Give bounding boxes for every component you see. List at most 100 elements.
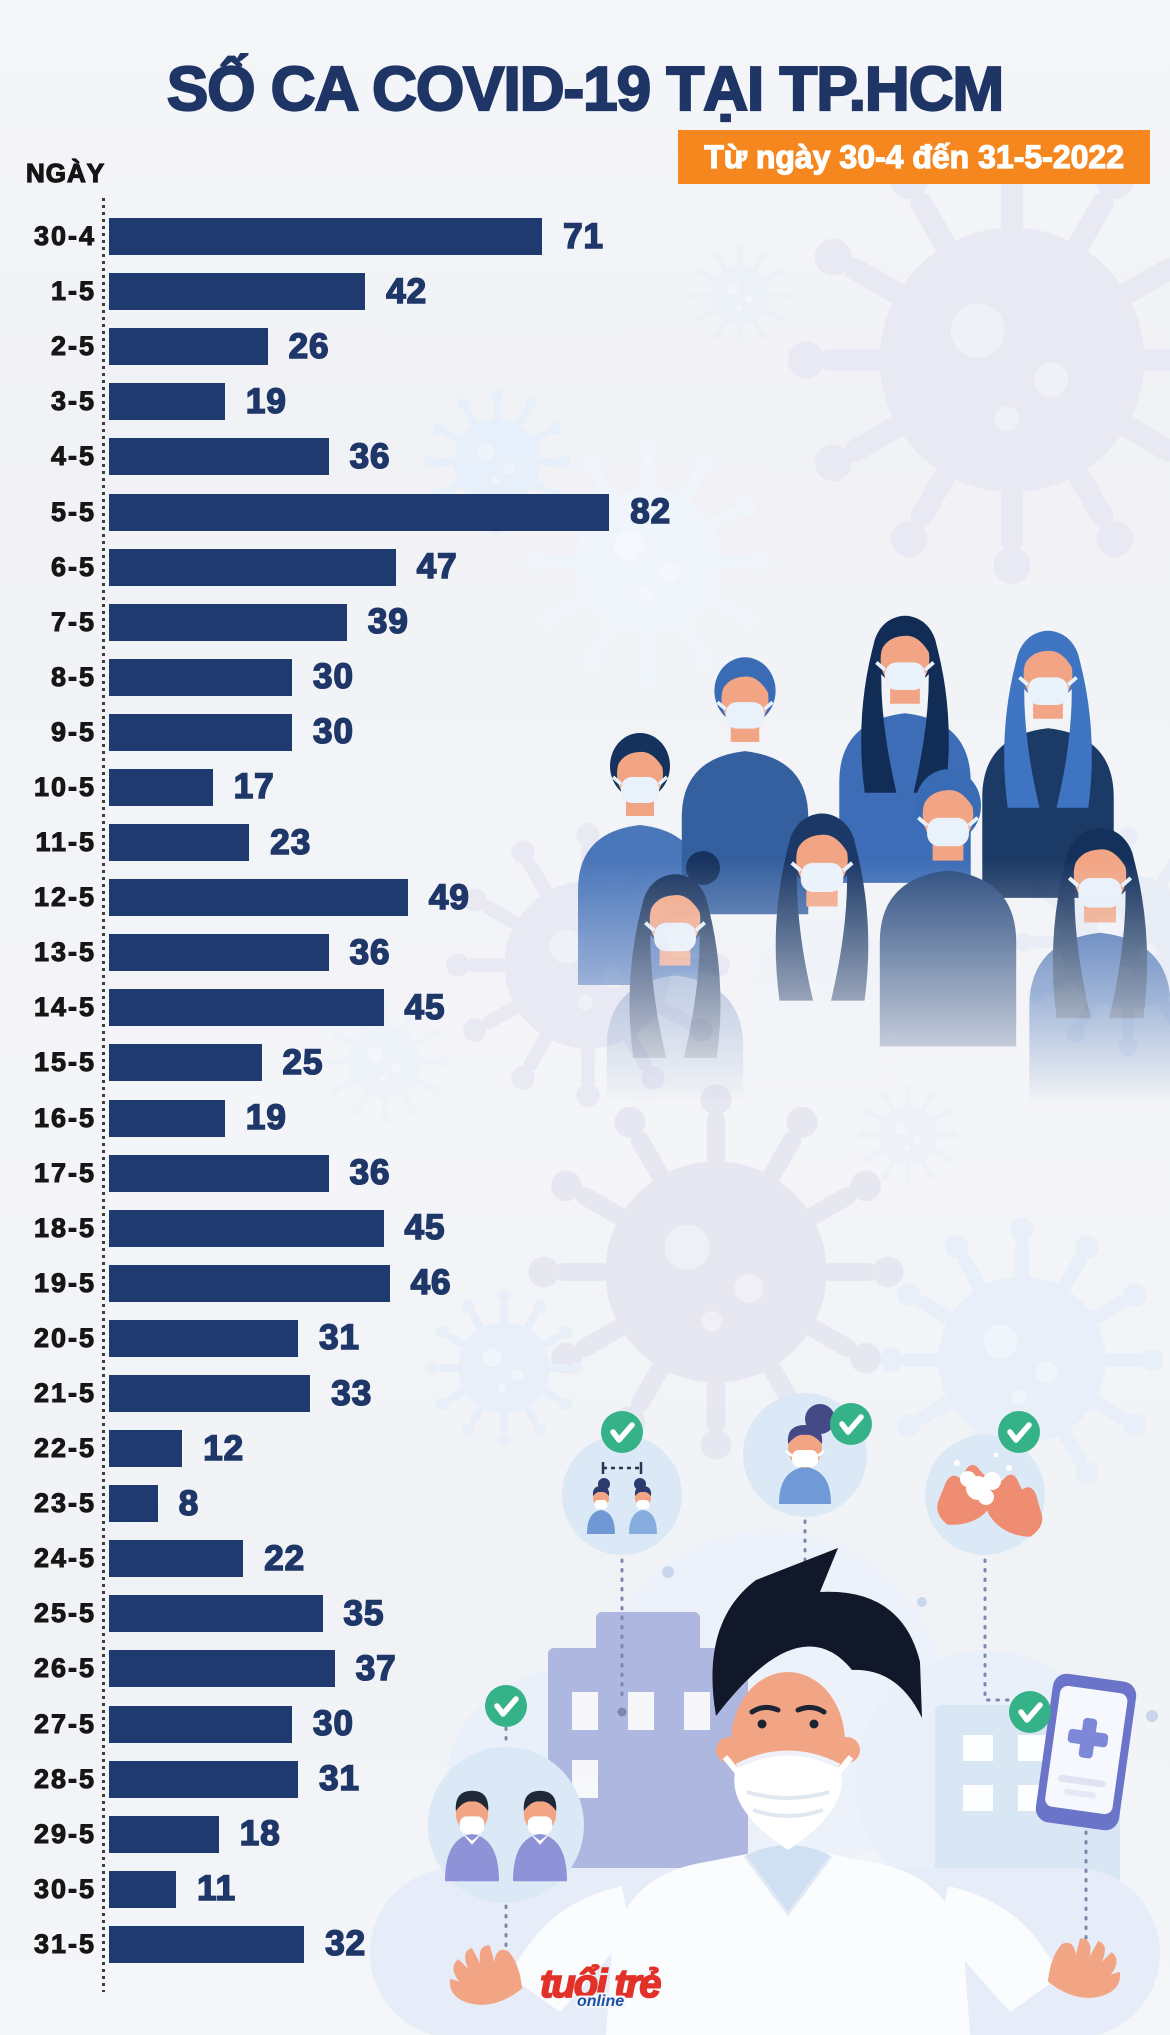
date-label: 20-5 (33, 1322, 96, 1353)
bar (109, 603, 347, 641)
date-label: 28-5 (33, 1763, 96, 1794)
chart-row: 4-5 36 (0, 429, 1170, 484)
date-label: 11-5 (35, 827, 96, 858)
date-label: 6-5 (50, 551, 96, 582)
chart-row: 20-5 31 (0, 1311, 1170, 1366)
value-label: 31 (318, 1758, 361, 1799)
chart-row: 16-5 19 (0, 1091, 1170, 1146)
logo-main-text: tuổi trẻ (539, 1961, 662, 2007)
date-label: 21-5 (33, 1378, 96, 1409)
bar (109, 1430, 183, 1468)
bar (109, 438, 329, 476)
bar (109, 1319, 299, 1357)
bar (109, 1044, 262, 1082)
page-title: SỐ CA COVID-19 TẠI TP.HCM (166, 53, 1005, 124)
value-label: 42 (385, 271, 428, 312)
date-label: 30-5 (33, 1873, 96, 1904)
date-label: 24-5 (33, 1543, 96, 1574)
value-label: 47 (416, 546, 458, 587)
chart-row: 13-5 36 (0, 925, 1170, 980)
bar (109, 1375, 311, 1413)
value-label: 17 (233, 767, 275, 808)
chart-row: 21-5 33 (0, 1366, 1170, 1421)
value-label: 19 (245, 381, 287, 422)
bar (109, 1099, 225, 1137)
date-label: 30-4 (33, 221, 96, 252)
chart-row: 9-5 30 (0, 705, 1170, 760)
value-label: 23 (269, 822, 312, 863)
bar (109, 879, 408, 917)
date-label: 22-5 (33, 1433, 96, 1464)
chart-row: 23-5 8 (0, 1476, 1170, 1531)
date-label: 13-5 (33, 937, 96, 968)
bar (109, 328, 268, 366)
date-range-badge: Từ ngày 30-4 đến 31-5-2022 (678, 130, 1150, 184)
tuoitre-logo: tuổi trẻ online (539, 1961, 740, 2022)
value-label: 18 (239, 1813, 281, 1854)
date-label: 12-5 (33, 882, 96, 913)
value-label: 71 (562, 216, 605, 257)
chart-row: 8-5 30 (0, 650, 1170, 705)
date-label: 8-5 (50, 661, 96, 692)
date-label: 16-5 (33, 1102, 96, 1133)
bar (109, 713, 292, 751)
value-label: 25 (282, 1042, 324, 1083)
bar (109, 383, 225, 421)
date-label: 14-5 (33, 992, 96, 1023)
value-label: 26 (288, 326, 330, 367)
chart-row: 2-5 26 (0, 319, 1170, 374)
date-label: 10-5 (33, 771, 96, 802)
y-axis-line (102, 198, 105, 1992)
date-label: 7-5 (50, 606, 96, 637)
value-label: 45 (404, 987, 446, 1028)
date-label: 9-5 (50, 716, 96, 747)
chart-row: 19-5 46 (0, 1256, 1170, 1311)
bar (109, 1264, 390, 1302)
chart-row: 18-5 45 (0, 1201, 1170, 1256)
value-label: 12 (202, 1428, 245, 1469)
bar (109, 493, 610, 531)
bar (109, 273, 366, 311)
bar (109, 1540, 244, 1578)
value-label: 32 (324, 1924, 367, 1965)
bar (109, 768, 213, 806)
value-label: 35 (343, 1593, 385, 1634)
value-label: 19 (245, 1097, 287, 1138)
value-label: 11 (196, 1869, 237, 1910)
bar (109, 989, 384, 1027)
date-label: 5-5 (50, 496, 96, 527)
bar-chart: 30-4 71 1-5 42 2-5 26 3-5 19 4-5 36 5-5 82 6-5 47 7-5 3… (0, 209, 1170, 1972)
bar (109, 1760, 299, 1798)
chart-row: 3-5 19 (0, 374, 1170, 429)
chart-row: 7-5 39 (0, 595, 1170, 650)
value-label: 36 (349, 1152, 391, 1193)
date-label: 18-5 (33, 1212, 96, 1243)
value-label: 46 (410, 1263, 452, 1304)
value-label: 39 (367, 601, 409, 642)
value-label: 30 (312, 1703, 354, 1744)
value-label: 36 (349, 932, 391, 973)
date-label: 3-5 (50, 386, 96, 417)
y-axis-label: NGÀY (25, 157, 106, 188)
bar (109, 1209, 384, 1247)
chart-row: 11-5 23 (0, 815, 1170, 870)
date-label: 19-5 (33, 1267, 96, 1298)
date-label: 2-5 (50, 331, 96, 362)
chart-row: 14-5 45 (0, 980, 1170, 1035)
chart-row: 6-5 47 (0, 540, 1170, 595)
value-label: 33 (330, 1373, 373, 1414)
value-label: 31 (318, 1318, 361, 1359)
date-label: 25-5 (33, 1598, 96, 1629)
bar (109, 1925, 305, 1963)
chart-row: 28-5 31 (0, 1752, 1170, 1807)
chart-row: 22-5 12 (0, 1421, 1170, 1476)
chart-row: 29-5 18 (0, 1807, 1170, 1862)
bar (109, 1595, 323, 1633)
value-label: 30 (312, 712, 354, 753)
date-label: 31-5 (33, 1928, 96, 1959)
value-label: 8 (178, 1483, 200, 1524)
chart-row: 17-5 36 (0, 1146, 1170, 1201)
chart-row: 26-5 37 (0, 1641, 1170, 1696)
bar (109, 824, 250, 862)
